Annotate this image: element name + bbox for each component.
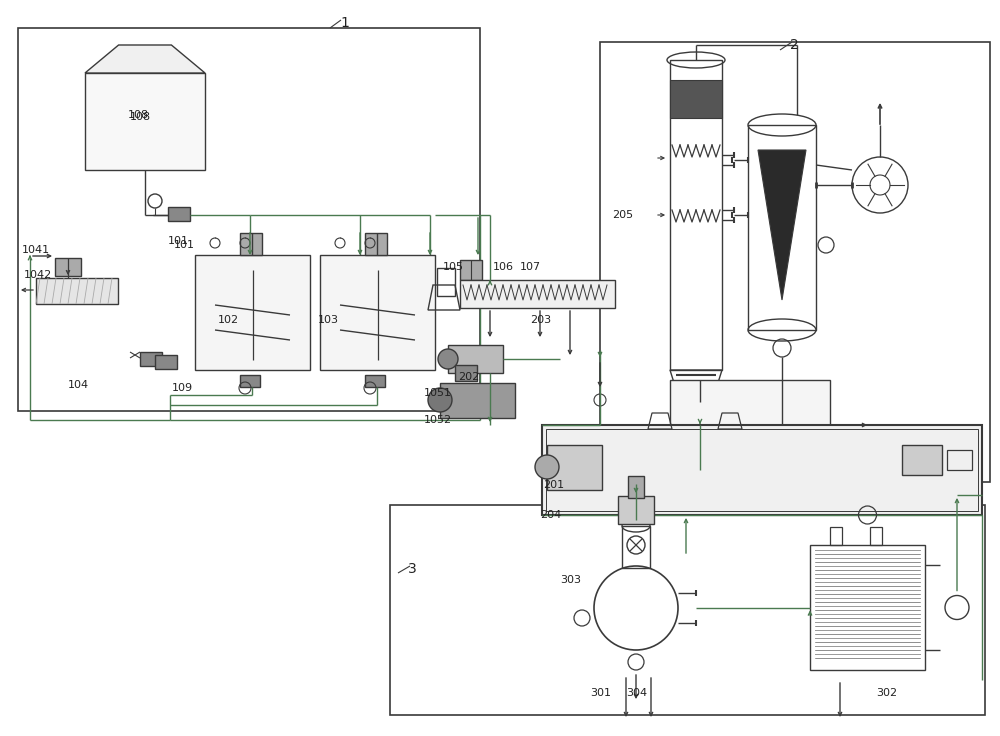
Bar	[155, 355, 177, 369]
Bar	[437, 268, 455, 296]
Text: 205: 205	[612, 210, 633, 220]
Text: 204: 204	[540, 510, 561, 520]
Bar	[320, 255, 435, 370]
Text: 1041: 1041	[22, 245, 50, 255]
Circle shape	[438, 349, 458, 369]
Text: 3: 3	[408, 562, 417, 576]
Text: 301: 301	[590, 688, 611, 698]
Text: 101: 101	[168, 236, 189, 246]
Bar	[36, 278, 118, 304]
Text: 2: 2	[790, 38, 799, 52]
Text: 203: 203	[530, 315, 551, 325]
Bar	[168, 207, 190, 221]
Text: 202: 202	[458, 372, 479, 382]
Bar	[460, 260, 482, 280]
Bar	[547, 445, 602, 490]
Text: 1051: 1051	[424, 388, 452, 398]
Bar	[902, 445, 942, 475]
Text: 104: 104	[68, 380, 89, 390]
Bar	[670, 80, 722, 118]
Text: 107: 107	[520, 262, 541, 272]
Bar	[670, 380, 830, 470]
Bar	[830, 527, 842, 545]
Text: 108: 108	[128, 110, 149, 120]
Bar	[455, 365, 477, 381]
Bar	[947, 450, 972, 470]
Bar	[365, 375, 385, 387]
Bar	[365, 233, 387, 255]
Circle shape	[535, 455, 559, 479]
Bar	[622, 526, 650, 568]
Text: 101: 101	[174, 240, 195, 250]
Bar	[390, 505, 985, 715]
Bar	[440, 383, 515, 418]
Bar	[240, 233, 262, 255]
Bar	[18, 28, 480, 411]
Circle shape	[428, 388, 452, 412]
Bar	[140, 352, 162, 366]
Text: 302: 302	[876, 688, 897, 698]
Bar	[240, 375, 260, 387]
Text: 102: 102	[218, 315, 239, 325]
Bar	[748, 125, 816, 330]
Bar	[460, 280, 615, 308]
Text: 106: 106	[493, 262, 514, 272]
Text: 103: 103	[318, 315, 339, 325]
Text: 108: 108	[130, 112, 151, 122]
Text: 304: 304	[626, 688, 647, 698]
Text: 1: 1	[340, 16, 349, 30]
Text: 303: 303	[560, 575, 581, 585]
Bar	[870, 527, 882, 545]
Polygon shape	[758, 150, 806, 300]
Bar	[448, 345, 503, 373]
Text: 1042: 1042	[24, 270, 52, 280]
Bar	[628, 476, 644, 498]
Bar	[546, 429, 978, 511]
Bar	[55, 258, 81, 276]
Text: 109: 109	[172, 383, 193, 393]
Text: 105: 105	[443, 262, 464, 272]
Bar	[85, 73, 205, 170]
Bar	[618, 496, 654, 524]
Bar	[670, 60, 722, 370]
Bar	[542, 425, 982, 515]
Bar	[195, 255, 310, 370]
Bar	[600, 42, 990, 482]
Text: 201: 201	[543, 480, 564, 490]
Polygon shape	[85, 45, 205, 73]
Bar	[810, 545, 925, 670]
Text: 1052: 1052	[424, 415, 452, 425]
